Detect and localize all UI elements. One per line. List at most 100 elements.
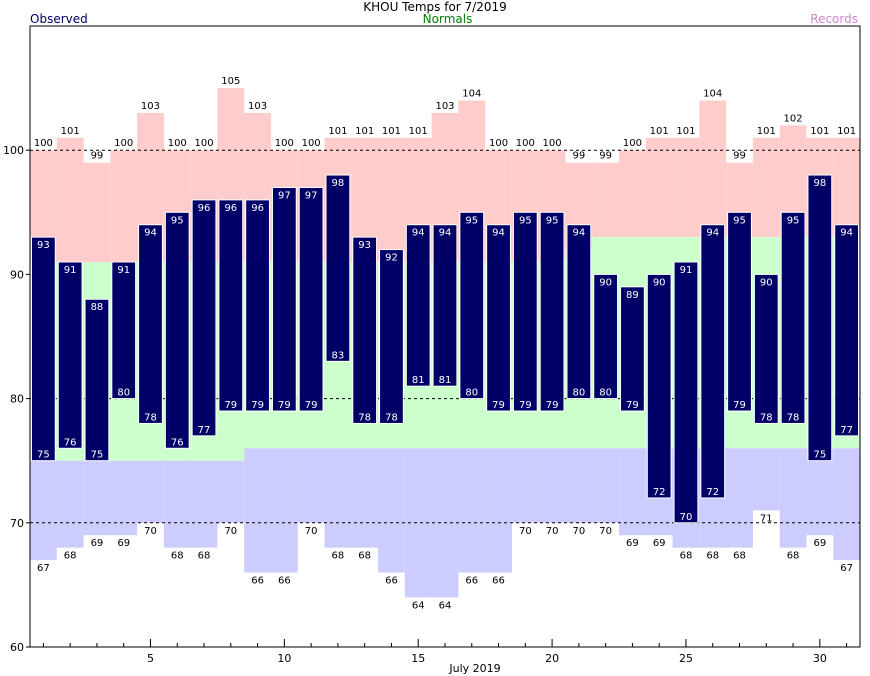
- observed-low-label: 72: [653, 487, 666, 498]
- record-low-label: 66: [385, 575, 398, 586]
- observed-bar: [138, 224, 163, 424]
- observed-low-label: 83: [332, 350, 345, 361]
- record-high-label: 100: [623, 138, 642, 149]
- record-low-label: 68: [787, 551, 800, 562]
- record-low-label: 70: [546, 526, 559, 537]
- observed-low-label: 80: [465, 388, 478, 399]
- observed-high-label: 95: [519, 215, 532, 226]
- record-low-label: 66: [251, 575, 264, 586]
- record-low-label: 66: [278, 575, 291, 586]
- record-low-label: 64: [412, 600, 425, 611]
- y-tick-label: 60: [10, 641, 24, 654]
- record-low-band: [806, 448, 834, 536]
- record-high-label: 101: [757, 126, 776, 137]
- record-low-label: 70: [224, 526, 237, 537]
- observed-low-label: 75: [37, 450, 50, 461]
- record-high-label: 105: [221, 76, 240, 87]
- observed-low-label: 75: [813, 450, 826, 461]
- record-low-label: 68: [706, 551, 719, 562]
- record-low-label: 64: [439, 600, 452, 611]
- y-tick-label: 100: [3, 144, 24, 157]
- observed-high-label: 94: [439, 228, 452, 239]
- observed-low-label: 77: [840, 425, 853, 436]
- record-high-label: 101: [355, 126, 374, 137]
- record-low-label: 68: [64, 551, 77, 562]
- record-high-band: [378, 137, 405, 262]
- observed-high-label: 94: [412, 228, 425, 239]
- record-low-label: 70: [573, 526, 586, 537]
- observed-low-label: 77: [198, 425, 211, 436]
- record-low-label: 67: [37, 563, 50, 574]
- record-high-band: [110, 150, 138, 262]
- observed-high-label: 91: [680, 265, 693, 276]
- observed-high-label: 94: [492, 228, 505, 239]
- record-high-label: 100: [516, 138, 535, 149]
- record-low-band: [137, 460, 164, 523]
- observed-low-label: 81: [412, 375, 425, 386]
- observed-high-label: 90: [760, 277, 773, 288]
- observed-low-label: 79: [733, 400, 746, 411]
- observed-high-label: 94: [840, 228, 853, 239]
- record-high-label: 100: [114, 138, 133, 149]
- y-tick-label: 70: [10, 517, 24, 530]
- record-low-band: [110, 460, 138, 536]
- observed-low-label: 78: [760, 412, 773, 423]
- observed-bar: [700, 224, 726, 499]
- record-high-label: 101: [382, 126, 401, 137]
- record-high-label: 101: [650, 126, 669, 137]
- record-high-label: 103: [435, 101, 454, 112]
- record-high-label: 104: [462, 89, 481, 100]
- observed-bar: [111, 261, 137, 400]
- record-low-label: 67: [840, 563, 853, 574]
- observed-low-label: 79: [492, 400, 505, 411]
- record-low-label: 68: [358, 551, 371, 562]
- record-high-label: 99: [91, 151, 104, 162]
- record-high-band: [619, 150, 646, 238]
- observed-low-label: 78: [144, 412, 157, 423]
- observed-bar: [379, 249, 404, 424]
- observed-high-label: 93: [37, 240, 50, 251]
- observed-bar: [620, 286, 645, 412]
- observed-high-label: 97: [278, 190, 291, 201]
- observed-bar: [512, 211, 538, 412]
- observed-bar: [539, 211, 565, 412]
- record-low-band: [163, 460, 191, 548]
- observed-low-label: 79: [278, 400, 291, 411]
- observed-low-label: 70: [680, 512, 693, 523]
- record-low-label: 68: [171, 551, 184, 562]
- x-tick-label: 20: [545, 652, 559, 665]
- legend-observed: Observed: [30, 12, 88, 26]
- observed-high-label: 95: [171, 215, 184, 226]
- observed-high-label: 90: [599, 277, 612, 288]
- observed-high-label: 90: [653, 277, 666, 288]
- record-high-label: 100: [168, 138, 187, 149]
- record-low-band: [378, 448, 405, 573]
- observed-low-label: 79: [519, 400, 532, 411]
- record-high-band: [645, 137, 673, 238]
- record-low-band: [217, 460, 245, 523]
- x-axis-label: July 2019: [448, 662, 500, 675]
- record-low-band: [538, 448, 566, 523]
- y-tick-label: 90: [10, 268, 24, 281]
- record-low-label: 68: [680, 551, 693, 562]
- record-low-band: [726, 448, 753, 548]
- observed-low-label: 79: [224, 400, 237, 411]
- observed-bar: [727, 211, 752, 412]
- observed-bar: [566, 224, 592, 400]
- record-high-band: [592, 162, 620, 238]
- record-high-label: 101: [837, 126, 856, 137]
- observed-high-label: 95: [787, 215, 800, 226]
- record-high-label: 100: [194, 138, 213, 149]
- observed-high-label: 88: [91, 302, 104, 313]
- record-high-label: 102: [784, 113, 803, 124]
- observed-bar: [57, 261, 83, 449]
- observed-bar: [673, 261, 699, 524]
- record-low-band: [30, 460, 57, 561]
- observed-low-label: 79: [251, 400, 264, 411]
- record-high-label: 99: [733, 151, 746, 162]
- record-high-label: 100: [489, 138, 508, 149]
- record-high-label: 100: [302, 138, 321, 149]
- observed-bar: [271, 186, 297, 412]
- x-tick-label: 30: [813, 652, 827, 665]
- record-high-label: 101: [328, 126, 347, 137]
